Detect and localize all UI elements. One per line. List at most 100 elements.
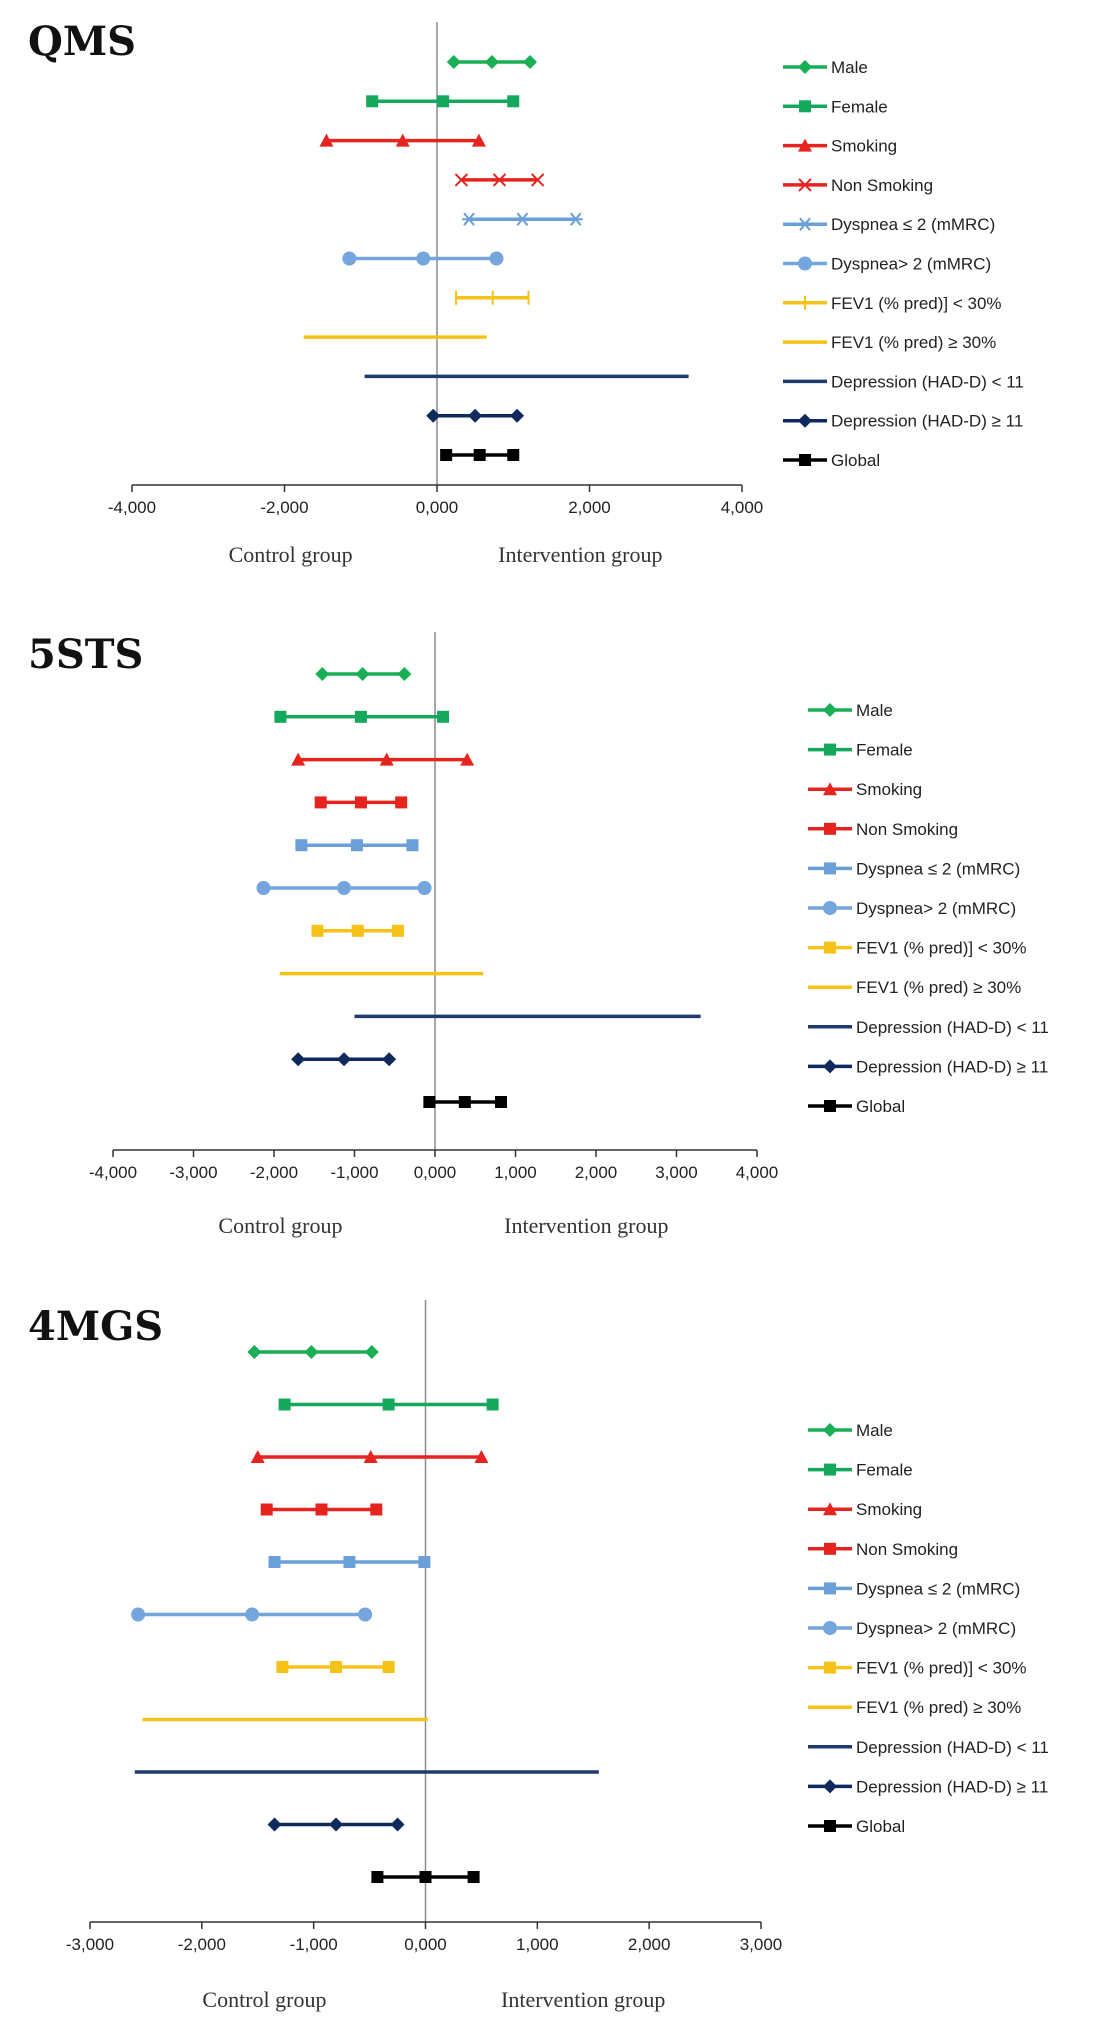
- qms-tick-label: 0,000: [416, 498, 459, 517]
- 4mgs-legend-dyspneagt-2-mmrc-label: Dyspnea> 2 (mMRC): [856, 1619, 1016, 1638]
- qms-legend-non-smoking: Non Smoking: [783, 176, 933, 195]
- 5sts-legend-depression-had-d-lt-11: Depression (HAD-D) < 11: [808, 1018, 1049, 1037]
- 4mgs-depression-had-d-ge-11-low-marker: [267, 1817, 282, 1832]
- 4mgs-legend-fev1-pct-pred-lt-30pct: FEV1 (% pred)] < 30%: [808, 1659, 1027, 1678]
- 4mgs-legend-male-label: Male: [856, 1421, 893, 1440]
- 4mgs-female-mid-marker: [382, 1398, 395, 1411]
- 4mgs-male-low-marker: [247, 1345, 262, 1359]
- 4mgs-male-series: [247, 1345, 379, 1359]
- qms-legend-dyspneagt-2-mmrc: Dyspnea> 2 (mMRC): [783, 255, 991, 274]
- qms-panel: QMS -4,000 -2,000 0,000 2,000 4,000 Control gr…: [28, 18, 1024, 567]
- 5sts-smoking-mid-marker: [379, 752, 394, 766]
- 4mgs-fev1-pct-pred-lt-30pct-series: [276, 1661, 395, 1673]
- 4mgs-control-group-label: Control group: [202, 1987, 326, 2012]
- qms-dyspnea-le-2-mmrc-high-marker: [568, 212, 583, 226]
- 4mgs-dyspnea-le-2-mmrc-series: [268, 1556, 431, 1568]
- qms-smoking-mid-marker: [395, 133, 410, 147]
- 4mgs-dyspnea-le-2-mmrc-mid-marker: [343, 1556, 356, 1568]
- 5sts-legend-dyspneagt-2-mmrc-label: Dyspnea> 2 (mMRC): [856, 899, 1016, 918]
- 5sts-title: 5STS: [28, 631, 143, 678]
- 4mgs-smoking-series: [250, 1450, 489, 1463]
- qms-depression-had-d-ge-11-high-marker: [510, 408, 525, 423]
- 4mgs-smoking-high-marker: [474, 1450, 489, 1463]
- 4mgs-legend-female-swatch-marker: [824, 1463, 836, 1476]
- 5sts-legend-global-label: Global: [856, 1097, 905, 1116]
- 4mgs-legend-global-swatch-marker: [824, 1820, 836, 1832]
- 5sts-legend-smoking-label: Smoking: [856, 780, 922, 799]
- qms-legend-fev1-pct-pred-ge-30pct-label: FEV1 (% pred) ≥ 30%: [831, 333, 996, 352]
- 5sts-male-series: [315, 667, 412, 681]
- 4mgs-fev1-pct-pred-lt-30pct-low-marker: [276, 1661, 289, 1673]
- 4mgs-tick-label: -2,000: [178, 1935, 226, 1954]
- 5sts-legend-dyspneagt-2-mmrc: Dyspnea> 2 (mMRC): [808, 899, 1016, 918]
- 5sts-global-mid-marker: [458, 1096, 471, 1108]
- 5sts-intervention-group-label: Intervention group: [504, 1213, 668, 1238]
- 4mgs-legend-fev1-pct-pred-ge-30pct-label: FEV1 (% pred) ≥ 30%: [856, 1698, 1021, 1717]
- 4mgs-legend-female: Female: [808, 1461, 913, 1480]
- 5sts-legend-dyspneagt-2-mmrc-swatch-marker: [823, 901, 837, 915]
- qms-legend-smoking: Smoking: [783, 137, 897, 156]
- 4mgs-female-high-marker: [486, 1398, 499, 1411]
- qms-female-mid-marker: [437, 95, 450, 108]
- 4mgs-legend-depression-had-d-ge-11-swatch-marker: [823, 1779, 837, 1794]
- 4mgs-dyspneagt-2-mmrc-low-marker: [131, 1607, 146, 1622]
- 4mgs-legend-male: Male: [808, 1421, 893, 1440]
- 4mgs-legend-non-smoking-swatch-marker: [824, 1542, 836, 1555]
- 5sts-legend-fev1-pct-pred-ge-30pct-label: FEV1 (% pred) ≥ 30%: [856, 978, 1021, 997]
- qms-legend-depression-had-d-lt-11: Depression (HAD-D) < 11: [783, 372, 1024, 391]
- qms-legend-non-smoking-label: Non Smoking: [831, 176, 933, 195]
- qms-male-high-marker: [523, 55, 538, 69]
- 5sts-dyspneagt-2-mmrc-low-marker: [256, 881, 271, 895]
- 5sts-smoking-series: [291, 752, 475, 766]
- qms-intervention-group-label: Intervention group: [498, 542, 662, 567]
- 4mgs-female-series: [278, 1398, 499, 1411]
- qms-depression-had-d-ge-11-series: [426, 408, 525, 423]
- 5sts-legend-male-label: Male: [856, 701, 893, 720]
- 5sts-legend-global-swatch-marker: [824, 1100, 836, 1112]
- 5sts-legend-non-smoking-label: Non Smoking: [856, 820, 958, 839]
- 4mgs-male-high-marker: [364, 1345, 379, 1359]
- 4mgs-legend-depression-had-d-lt-11: Depression (HAD-D) < 11: [808, 1738, 1049, 1757]
- qms-male-low-marker: [446, 55, 461, 69]
- qms-legend-dyspnea-le-2-mmrc-swatch-marker: [798, 217, 812, 231]
- qms-legend-male-swatch-marker: [798, 60, 812, 74]
- 4mgs-panel: 4MGS -3,000 -2,000 -1,000 0,000 1,000 2,000 3,0…: [28, 1300, 1049, 2012]
- 5sts-tick-label: -3,000: [169, 1163, 217, 1182]
- 4mgs-legend-non-smoking-label: Non Smoking: [856, 1540, 958, 1559]
- 4mgs-tick-label: 2,000: [628, 1935, 671, 1954]
- qms-legend-female-swatch-marker: [799, 100, 811, 113]
- 4mgs-dyspnea-le-2-mmrc-high-marker: [418, 1556, 431, 1568]
- 5sts-smoking-low-marker: [291, 752, 306, 766]
- qms-female-low-marker: [366, 95, 379, 108]
- qms-non-smoking-high-marker: [530, 173, 545, 187]
- qms-legend-dyspneagt-2-mmrc-label: Dyspnea> 2 (mMRC): [831, 255, 991, 274]
- 4mgs-legend-depression-had-d-lt-11-label: Depression (HAD-D) < 11: [856, 1738, 1049, 1757]
- 5sts-control-group-label: Control group: [218, 1213, 342, 1238]
- 5sts-legend-smoking: Smoking: [808, 780, 922, 799]
- qms-legend-depression-had-d-ge-11: Depression (HAD-D) ≥ 11: [783, 412, 1023, 431]
- qms-legend-male-label: Male: [831, 58, 868, 77]
- 4mgs-intervention-group-label: Intervention group: [501, 1987, 665, 2012]
- qms-depression-had-d-ge-11-low-marker: [426, 408, 441, 423]
- 5sts-dyspnea-le-2-mmrc-series: [295, 839, 419, 852]
- qms-smoking-series: [319, 133, 486, 147]
- 4mgs-non-smoking-mid-marker: [315, 1503, 328, 1516]
- 5sts-legend-fev1-pct-pred-ge-30pct: FEV1 (% pred) ≥ 30%: [808, 978, 1021, 997]
- qms-global-series: [440, 449, 520, 461]
- 5sts-legend-male: Male: [808, 701, 893, 720]
- qms-legend-fev1-pct-pred-lt-30pct-label: FEV1 (% pred)] < 30%: [831, 294, 1002, 313]
- 4mgs-legend-dyspnea-le-2-mmrc-label: Dyspnea ≤ 2 (mMRC): [856, 1579, 1020, 1598]
- qms-global-low-marker: [440, 449, 453, 461]
- 5sts-legend-male-swatch-marker: [823, 703, 837, 717]
- 5sts-legend-female-label: Female: [856, 741, 913, 760]
- 5sts-depression-had-d-ge-11-series: [291, 1052, 397, 1067]
- qms-legend-smoking-swatch-marker: [798, 138, 812, 152]
- qms-legend-female-label: Female: [831, 97, 888, 116]
- 4mgs-fev1-pct-pred-lt-30pct-mid-marker: [330, 1661, 343, 1673]
- 5sts-male-mid-marker: [355, 667, 370, 681]
- 5sts-dyspneagt-2-mmrc-high-marker: [417, 881, 432, 895]
- 4mgs-dyspneagt-2-mmrc-mid-marker: [245, 1607, 260, 1622]
- 5sts-tick-label: 2,000: [575, 1163, 618, 1182]
- qms-non-smoking-mid-marker: [492, 173, 507, 187]
